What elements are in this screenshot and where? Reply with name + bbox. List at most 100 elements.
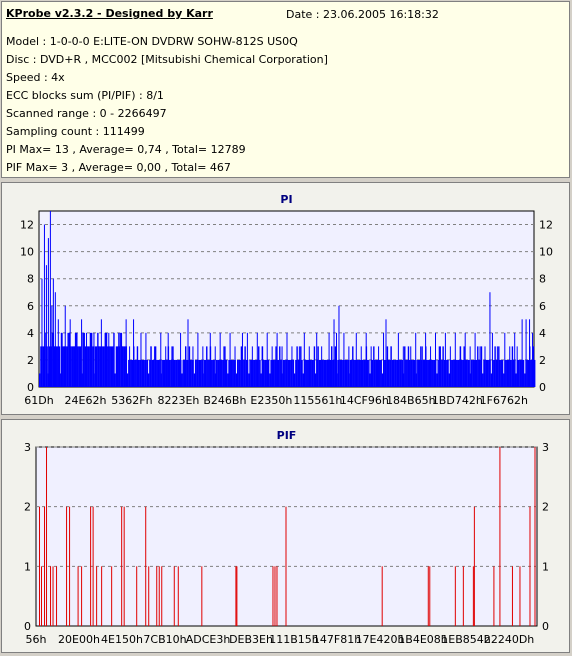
pi-bar	[500, 359, 502, 387]
pi-bar	[404, 346, 406, 387]
pi-bar	[410, 346, 412, 387]
pi-bar	[82, 332, 84, 387]
pif-bar	[511, 566, 513, 626]
pi-bar	[418, 359, 421, 387]
pif-x-tick-label: ADCE3h	[186, 633, 231, 646]
pi-bar	[131, 359, 134, 387]
pi-bar	[215, 359, 218, 387]
pi-bar	[95, 346, 98, 387]
pi-bar	[196, 359, 198, 387]
pi-bar	[166, 359, 168, 387]
pi-bar	[370, 346, 372, 387]
pi-bar	[78, 346, 80, 387]
pif-bar	[96, 566, 98, 626]
pi-bar	[145, 332, 147, 387]
pif-bar	[66, 506, 68, 626]
pi-bar	[499, 359, 501, 387]
pi-bar	[338, 305, 340, 387]
pi-bar	[76, 332, 78, 387]
pi-bar	[40, 346, 42, 387]
pi-bar	[227, 373, 229, 387]
pi-bar	[287, 359, 290, 387]
pi-bar	[463, 346, 465, 387]
pi-bar	[154, 346, 156, 387]
pi-bar	[406, 359, 408, 387]
pi-bar	[193, 373, 196, 387]
pi-bar	[496, 346, 498, 387]
pif-bar	[69, 506, 71, 626]
pi-bar	[430, 346, 432, 387]
pi-bar	[504, 332, 506, 387]
pi-bar	[45, 265, 47, 387]
pi-y-tick-right: 2	[539, 354, 546, 367]
pi-bar	[353, 359, 355, 387]
pi-bar	[192, 346, 194, 387]
pi-y-tick-left: 0	[27, 381, 34, 394]
pi-bar	[250, 359, 253, 387]
pif-bar	[161, 566, 163, 626]
pi-bar	[170, 359, 172, 387]
pi-bar	[318, 359, 321, 387]
pi-bar	[314, 373, 317, 387]
pi-bar	[73, 346, 75, 387]
pi-x-tick-label: 14CF96h	[340, 394, 389, 407]
pi-bar	[107, 346, 109, 387]
pi-bar	[245, 359, 248, 387]
pi-bar	[342, 359, 344, 387]
pi-bar	[473, 359, 475, 387]
pi-bar	[416, 359, 418, 387]
pi-bar	[183, 359, 186, 387]
pi-bar	[87, 346, 89, 387]
pif-y-tick-right: 0	[542, 620, 549, 633]
pi-bar	[77, 346, 79, 387]
pi-bar	[259, 359, 261, 387]
pi-bar	[402, 346, 404, 387]
pi-bar	[442, 346, 444, 387]
pif-y-tick-left: 1	[24, 560, 31, 573]
pi-bar	[182, 359, 184, 387]
pi-bar	[243, 359, 245, 387]
pi-bar	[343, 332, 345, 387]
pif-x-tick-label: 111B15h	[269, 633, 319, 646]
pi-bar	[366, 359, 369, 387]
pi-bar	[373, 346, 375, 387]
pi-bar	[140, 332, 142, 387]
pi-bar	[189, 359, 192, 387]
pi-bar	[303, 332, 305, 387]
pi-bar	[110, 346, 113, 387]
pi-bar	[384, 359, 386, 387]
pi-bar	[530, 359, 532, 387]
pif-bar	[473, 506, 475, 626]
pi-bar	[51, 305, 53, 387]
pi-bar	[368, 359, 370, 387]
speed-line: Speed : 4x	[6, 71, 65, 84]
pi-bar	[498, 346, 500, 387]
pi-bar	[517, 359, 520, 387]
pi-y-tick-right: 0	[539, 381, 546, 394]
pi-bar	[459, 346, 461, 387]
pi-bar	[240, 346, 243, 387]
pi-bar	[151, 359, 154, 387]
pi-bar	[515, 373, 517, 387]
pi-bar	[260, 373, 262, 387]
pi-bar	[385, 319, 387, 387]
pi-bar	[197, 332, 199, 387]
pi-bar	[313, 346, 316, 387]
pi-bar	[417, 359, 420, 387]
pi-bar	[214, 346, 216, 387]
pif-bar	[39, 506, 41, 626]
pi-bar	[89, 332, 92, 387]
pi-bar	[478, 359, 480, 387]
pi-bar	[482, 373, 484, 387]
pi-bar	[66, 346, 68, 387]
pi-bar	[452, 359, 454, 387]
pi-bar	[53, 346, 55, 387]
pi-bar	[191, 359, 193, 387]
scan-date: Date : 23.06.2005 16:18:32	[286, 8, 439, 21]
pi-bar	[472, 359, 474, 387]
pi-bar	[157, 359, 160, 387]
pi-bar	[262, 359, 265, 387]
pi-bar	[220, 359, 223, 387]
pi-bar	[378, 346, 380, 387]
app-title: KProbe v2.3.2 - Designed by Karr	[6, 7, 213, 20]
